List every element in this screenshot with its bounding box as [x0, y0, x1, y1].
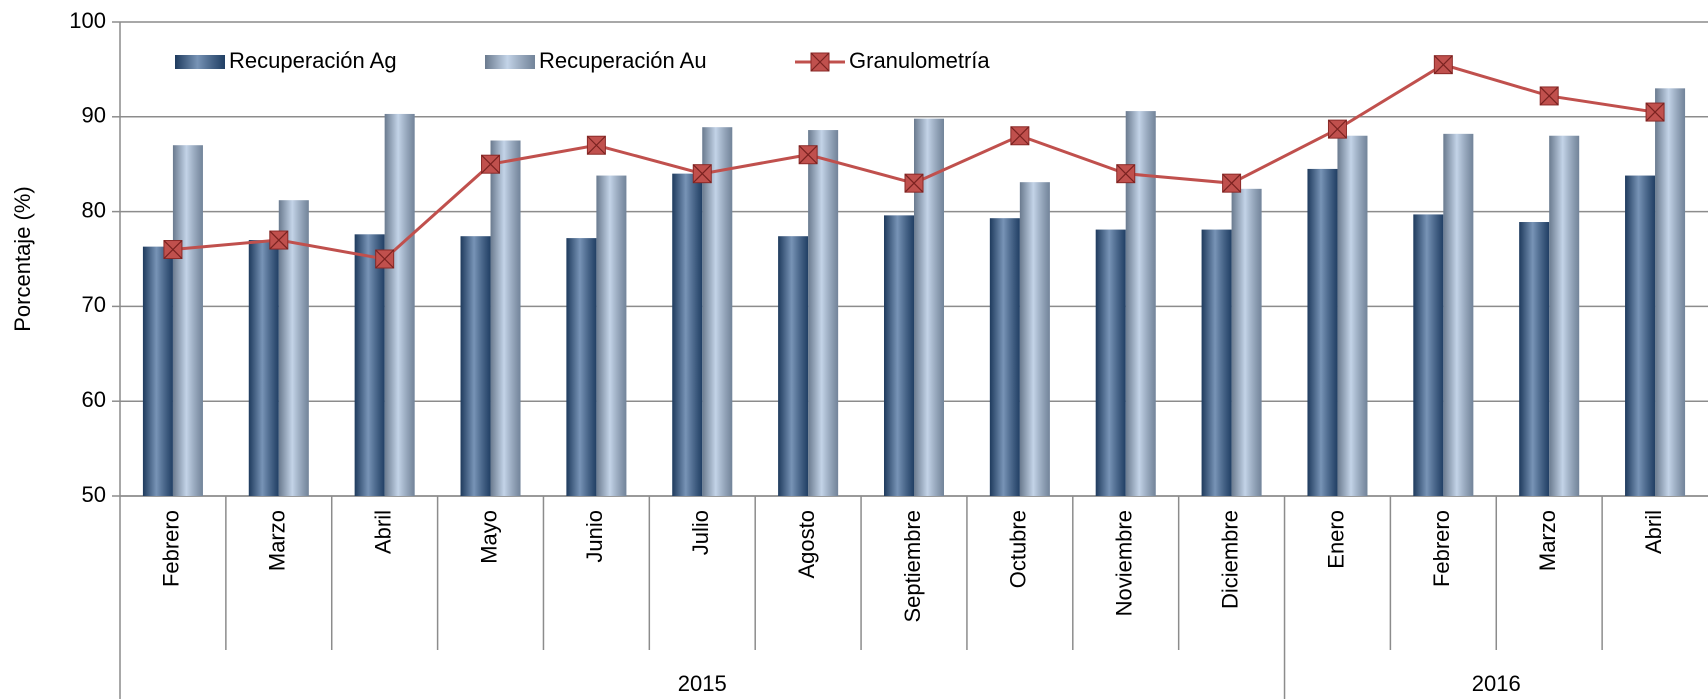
line-marker [163, 240, 183, 260]
line-marker [1539, 86, 1559, 106]
bar-shade [1413, 214, 1444, 496]
legend-marker [810, 52, 830, 72]
bar-shade [1519, 222, 1550, 496]
y-tick-label: 100 [69, 8, 106, 33]
y-tick-label: 60 [82, 387, 106, 412]
bar-shade [1443, 133, 1474, 496]
marker-cross [1010, 126, 1030, 146]
bar-shade [1307, 168, 1338, 496]
x-tick-label: Junio [582, 510, 607, 563]
marker-cross [1222, 173, 1242, 193]
x-tick-label: Febrero [159, 510, 184, 587]
bar-shade [1095, 229, 1126, 496]
x-tick-label: Febrero [1429, 510, 1454, 587]
bar-shade [384, 113, 415, 497]
line-marker [798, 145, 818, 165]
line-marker [1116, 164, 1136, 184]
marker-cross [798, 145, 818, 165]
bar-shade [808, 130, 839, 496]
x-tick-label: Noviembre [1112, 510, 1137, 616]
x-tick-label: Marzo [265, 510, 290, 571]
marker-cross [481, 154, 500, 174]
bar-shade [490, 140, 521, 496]
marker-cross [1116, 164, 1136, 184]
marker-cross [1433, 55, 1453, 75]
legend-label: Granulometría [849, 48, 990, 73]
x-tick-label: Enero [1323, 510, 1348, 569]
bar-shade [672, 173, 703, 496]
line-marker [481, 154, 501, 174]
x-tick-label: Abril [1641, 510, 1666, 554]
bar-shade [142, 246, 173, 496]
x-tick-label: Diciembre [1217, 510, 1242, 609]
x-tick-label: Mayo [476, 510, 501, 564]
group-label: 2015 [678, 671, 727, 696]
bar-shade [1549, 135, 1580, 496]
marker-cross [375, 249, 395, 269]
bar-shade [1231, 188, 1262, 496]
x-tick-label: Septiembre [900, 510, 925, 623]
group-label: 2016 [1472, 671, 1521, 696]
line-marker [1222, 173, 1242, 193]
marker-cross [586, 135, 606, 155]
y-tick-label: 90 [82, 103, 106, 128]
marker-cross [1328, 119, 1347, 139]
bar-shade [1019, 182, 1050, 496]
marker-cross [904, 173, 924, 193]
marker-cross [1539, 86, 1559, 106]
legend-label: Recuperación Ag [229, 48, 397, 73]
bar-shade [354, 234, 385, 497]
marker-cross [269, 230, 289, 250]
line-marker [1010, 126, 1030, 146]
x-tick-label: Abril [370, 510, 395, 554]
bar-shade [1625, 175, 1656, 497]
marker-cross [163, 240, 183, 259]
line-marker [586, 135, 606, 155]
marker-cross [1645, 102, 1665, 122]
legend-label: Recuperación Au [539, 48, 707, 73]
y-tick-label: 70 [82, 292, 106, 317]
bar-shade [248, 240, 279, 496]
legend-swatch-shade [485, 55, 535, 69]
bar-shade [1655, 88, 1686, 497]
x-tick-label: Julio [688, 510, 713, 555]
bar-shade [172, 145, 203, 497]
y-tick-label: 80 [82, 197, 106, 222]
x-tick-label: Octubre [1006, 510, 1031, 588]
bar-shade [778, 236, 809, 497]
marker-cross [692, 164, 712, 184]
line-marker [1327, 119, 1347, 139]
bar-shade [884, 215, 914, 496]
line-marker [375, 249, 395, 269]
x-tick-label: Marzo [1535, 510, 1560, 571]
bar-shade [460, 236, 491, 497]
y-axis-label: Porcentaje (%) [10, 186, 35, 332]
bar-shade [1201, 229, 1232, 496]
bar-shade [566, 238, 597, 497]
line-marker [1433, 55, 1453, 75]
line-marker [1645, 102, 1665, 122]
line-marker [904, 173, 924, 193]
legend-swatch-shade [175, 55, 225, 69]
bar-shade [702, 127, 733, 496]
bar-shade [596, 175, 627, 497]
bar-shade [989, 218, 1020, 496]
marker-cross [810, 52, 830, 72]
x-tick-label: Agosto [794, 510, 819, 579]
line-marker [692, 164, 712, 184]
bar-shade [1337, 135, 1368, 496]
line-marker [269, 230, 289, 250]
y-tick-label: 50 [82, 482, 106, 507]
